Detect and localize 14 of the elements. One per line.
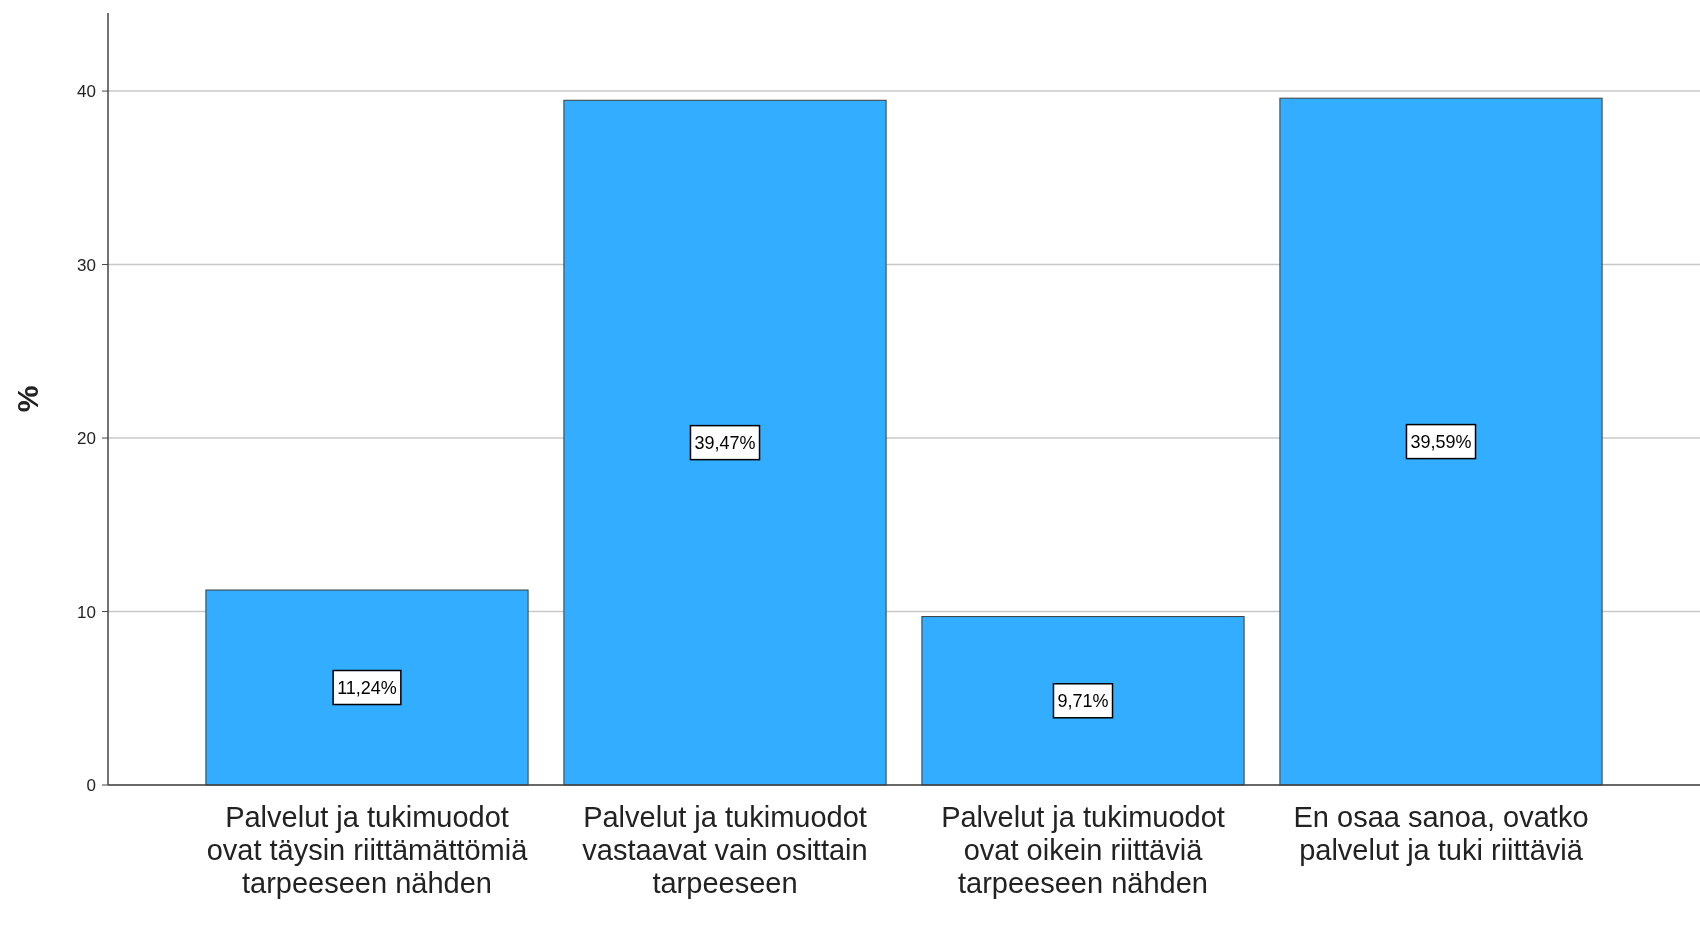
data-label: 9,71% (1057, 690, 1109, 711)
y-tick-label: 10 (77, 602, 96, 622)
data-label: 39,47% (694, 432, 756, 453)
y-tick-label: 20 (77, 429, 96, 449)
x-tick-label: Palvelut ja tukimuodot ovat oikein riittäviä tarpeeseen nähden (941, 801, 1225, 899)
y-tick-label: 30 (77, 255, 96, 275)
data-label: 11,24% (337, 677, 397, 698)
y-tick-label: 0 (86, 776, 96, 795)
x-tick-label: Palvelut ja tukimuodot vastaavat vain osittain tarpeeseen (582, 801, 868, 899)
x-tick-label: Palvelut ja tukimuodot ovat täysin riittämättömiä tarpeeseen nähden (206, 801, 529, 899)
data-label: 39,59% (1410, 431, 1472, 452)
x-tick-label: En osaa sanoa, ovatko palvelut ja tuki riittäviä (1293, 801, 1589, 866)
y-axis-title: % (11, 385, 44, 413)
y-tick-label: 40 (77, 82, 96, 102)
